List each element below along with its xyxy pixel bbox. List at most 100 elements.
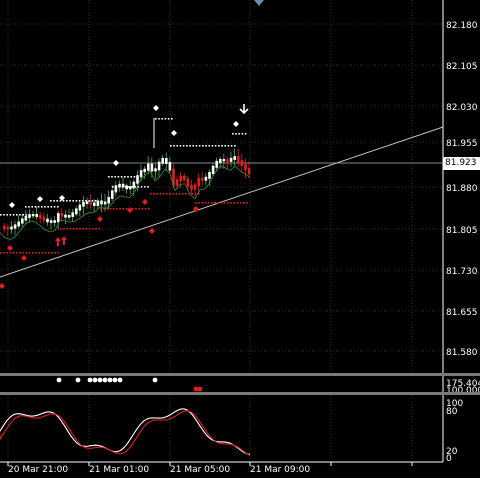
resistance-dot [161, 118, 163, 120]
price-label: 81.730 [446, 267, 478, 277]
candle-body [78, 204, 82, 211]
support-dot [48, 252, 50, 254]
support-dot [41, 252, 44, 254]
candle-body [175, 179, 179, 186]
support-dot [119, 208, 121, 210]
candle-body [28, 214, 31, 218]
candle-body [154, 168, 157, 172]
resistance-dot [12, 214, 15, 216]
price-label: 82.180 [446, 21, 478, 31]
moving-average-line [0, 165, 251, 240]
candle-body [96, 200, 100, 207]
resistance-dot [130, 176, 132, 178]
buy-arrow-icon [61, 236, 67, 245]
fractal-diamond [193, 206, 199, 212]
resistance-dot [19, 214, 21, 216]
resistance-dot [202, 145, 204, 147]
candle-body [85, 201, 89, 204]
signal-dot [193, 386, 199, 392]
candle-body [71, 212, 74, 217]
resistance-dot [127, 176, 129, 178]
resistance-dot [66, 200, 68, 202]
panel-separator[interactable] [0, 392, 480, 395]
time-label: 21 Mar 09:00 [250, 465, 310, 475]
support-dot [106, 208, 108, 210]
fractal-diamond [171, 130, 177, 136]
fractal-diamond [127, 207, 133, 213]
chart-shift-marker [254, 0, 264, 6]
fractal-diamond [37, 196, 43, 202]
resistance-dot [34, 206, 37, 208]
support-dot [138, 208, 140, 210]
osc-label: 0 [446, 454, 452, 464]
candle-body [165, 158, 168, 164]
signal-dot [97, 377, 103, 383]
candle-body [114, 185, 118, 193]
resistance-dot [28, 206, 30, 208]
resistance-dot [173, 145, 175, 147]
resistance-dot [244, 133, 247, 135]
candle-body [49, 220, 53, 223]
panel-separator[interactable] [0, 373, 480, 376]
candle-body [190, 184, 193, 190]
oscillator-main-line [0, 408, 251, 455]
candle-body [204, 176, 208, 181]
resistance-dot [88, 200, 90, 202]
candle-body [143, 168, 146, 173]
support-dot [132, 208, 134, 210]
candle-body [168, 161, 172, 171]
support-dot [112, 208, 115, 210]
support-dot [207, 202, 210, 204]
support-dot [66, 228, 68, 230]
resistance-dot [56, 200, 58, 202]
support-dot [72, 228, 75, 230]
support-dot [198, 202, 200, 204]
resistance-dot [0, 214, 2, 216]
resistance-dot [62, 200, 65, 202]
resistance-dot [167, 118, 170, 120]
candle-body [125, 185, 128, 190]
resistance-dot [124, 186, 127, 188]
resistance-dot [6, 214, 8, 216]
resistance-dot [25, 206, 27, 208]
support-dot [198, 193, 200, 195]
support-dot [148, 208, 150, 210]
resistance-dot [238, 133, 240, 135]
candle-body [157, 161, 161, 171]
support-dot [0, 252, 2, 254]
resistance-dot [72, 200, 74, 202]
resistance-dot [211, 145, 214, 147]
candle-body [3, 225, 6, 230]
candle-body [215, 160, 218, 168]
signal-dot [117, 377, 123, 383]
support-dot [125, 208, 128, 210]
candle-body [24, 215, 28, 221]
support-dot [150, 193, 152, 195]
fractal-diamond [233, 121, 239, 127]
candle-body [21, 218, 24, 224]
candle-body [39, 214, 42, 219]
candle-body [75, 208, 78, 215]
support-dot [220, 202, 223, 204]
support-dot [239, 202, 242, 204]
support-dot [100, 208, 102, 210]
support-dot [214, 202, 216, 204]
resistance-dot [53, 206, 56, 208]
resistance-dot [69, 200, 71, 202]
candle-body [150, 163, 154, 172]
oscillator-panel [0, 408, 251, 456]
resistance-dot [112, 186, 114, 188]
resistance-dot [232, 133, 234, 135]
resistance-dot [171, 118, 173, 120]
fractal-diamond [21, 255, 27, 261]
indicator-label: 175.404 [446, 379, 480, 389]
support-dot [172, 193, 174, 195]
support-dot [159, 193, 162, 195]
support-dot [144, 208, 147, 210]
price-panel[interactable] [0, 104, 444, 289]
candle-body [103, 201, 107, 205]
candle-body [229, 157, 233, 162]
resistance-dot [120, 176, 123, 178]
